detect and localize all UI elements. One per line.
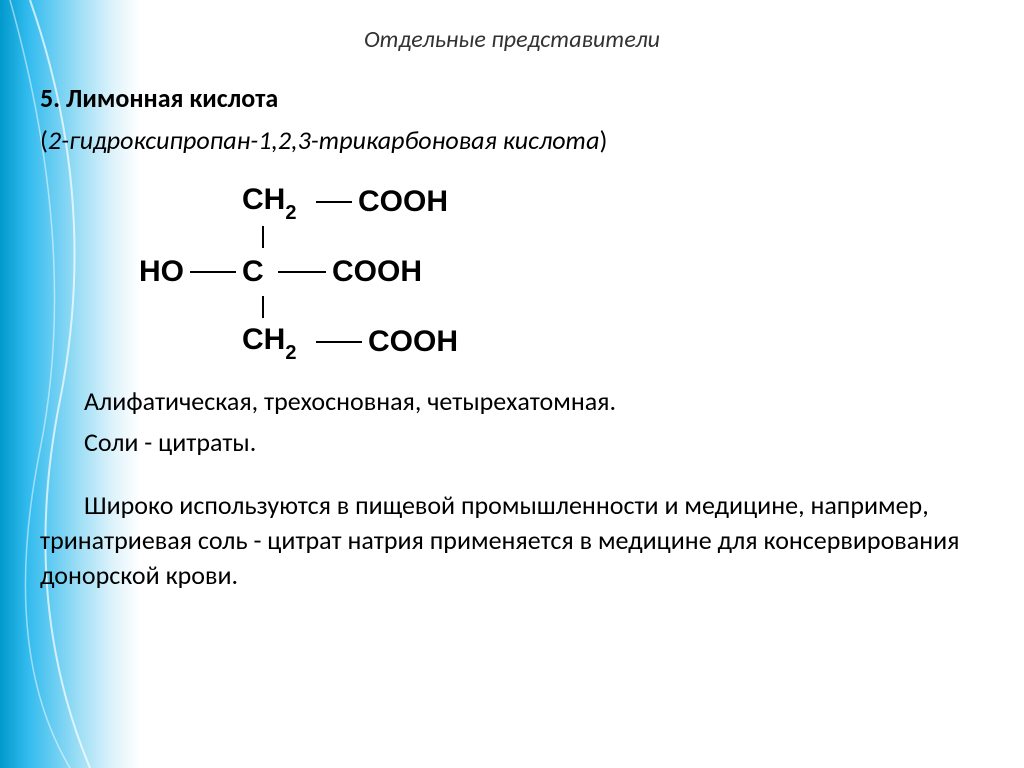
section-name: Лимонная кислота xyxy=(66,82,278,114)
formula-row-3: CH2 COOH xyxy=(120,318,984,366)
atom-ch2-top: CH2 xyxy=(242,183,310,222)
atom-cooh-bot: COOH xyxy=(368,325,458,359)
subtitle-italic: 2-гидроксипропан-1,2,3-трикарбоновая кис… xyxy=(48,124,600,156)
section-title: 5. Лимонная кислота xyxy=(40,82,984,114)
section-subtitle: (2-гидроксипропан-1,2,3-трикарбоновая ки… xyxy=(40,124,984,156)
formula-row-1: CH2 COOH xyxy=(120,178,984,226)
subtitle-close: ) xyxy=(600,124,608,156)
body-p2: Соли - цитраты. xyxy=(40,425,984,460)
bond-h-3 xyxy=(316,341,362,343)
body-p1: Алифатическая, трехосновная, четырехатом… xyxy=(40,384,984,419)
bond-h-2 xyxy=(278,271,326,273)
chemical-formula: CH2 COOH HO С COOH CH2 CO xyxy=(120,178,984,366)
atom-c-mid: С xyxy=(242,255,272,289)
body-p3: Широко используются в пищевой промышленн… xyxy=(40,488,984,593)
subtitle-open: ( xyxy=(40,124,48,156)
bond-h-ho xyxy=(190,271,236,273)
slide-content: Отдельные представители 5. Лимонная кисл… xyxy=(0,0,1024,593)
bond-v-2 xyxy=(262,296,264,318)
atom-cooh-top: COOH xyxy=(358,185,448,219)
bond-v-row-2 xyxy=(120,296,984,318)
section-number: 5. xyxy=(40,82,60,114)
formula-row-2: HO С COOH xyxy=(120,248,984,296)
bond-v-row-1 xyxy=(120,226,984,248)
slide-header: Отдельные представители xyxy=(40,25,984,54)
atom-cooh-mid: COOH xyxy=(332,255,422,289)
atom-ch2-bot: CH2 xyxy=(242,323,310,362)
atom-ho: HO xyxy=(120,255,184,289)
bond-v-1 xyxy=(262,226,264,248)
bond-h-1 xyxy=(316,201,352,203)
